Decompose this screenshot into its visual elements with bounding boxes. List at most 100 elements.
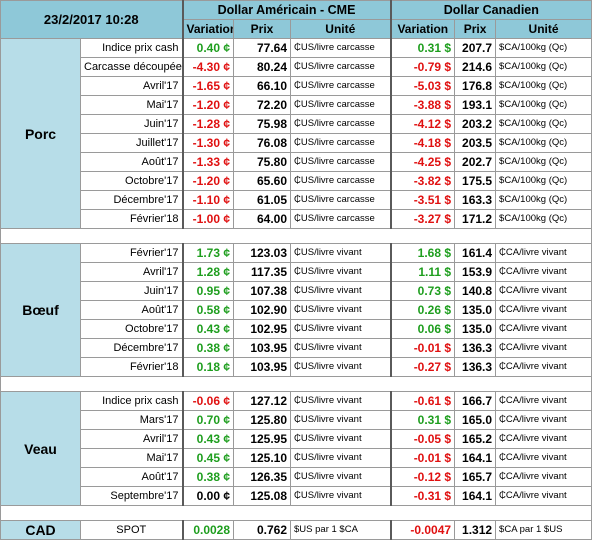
usd-price: 66.10 [233,76,292,96]
product-name: Août'17 [79,300,184,320]
cad-variation: 0.26 $ [389,300,456,320]
table-row: Carcasse découpée -4.30 ¢ 80.24 ₵US/livre c… [1,57,592,77]
table-row: Septembre'17 0.00 ¢ 125.08 ₵US/livre vivant… [1,486,592,506]
usd-variation: 0.40 ¢ [181,38,235,58]
cad-price: 161.4 [454,243,497,263]
usd-price: 123.03 [233,243,292,263]
usd-unit: ₵US/livre vivant [290,467,392,487]
cad-title: Dollar Canadien [389,0,592,20]
usd-unit: ₵US/livre vivant [290,243,392,263]
usd-unit: ₵US/livre vivant [290,429,392,449]
table-row: Août'17 0.38 ¢ 126.35 ₵US/livre vivant -0.12… [1,467,592,487]
cad-variation: -5.03 $ [389,76,456,96]
usd-variation: 0.43 ¢ [181,319,235,339]
cad-price: 164.1 [454,486,497,506]
usd-unit: ₵US/livre vivant [290,338,392,358]
cad-unit: ₵CA/livre vivant [495,243,592,263]
cad-price: 136.3 [454,338,497,358]
usd-unit: ₵US/livre vivant [290,448,392,468]
spacer-row [0,376,592,392]
cad-variation: -0.79 $ [389,57,456,77]
cad-unit: ₵CA/livre vivant [495,391,592,411]
usd-price: 75.80 [233,152,292,172]
usd-variation: 0.43 ¢ [181,429,235,449]
cad-unit: $CA/100kg (Qc) [495,133,592,153]
cad-variation: -0.31 $ [389,486,456,506]
product-name: Octobre'17 [79,319,184,339]
table-row: Avril'17 1.28 ¢ 117.35 ₵US/livre vivant 1.11… [1,262,592,282]
table-row: Bœuf Février'17 1.73 ¢ 123.03 ₵US/livre viva… [0,243,592,377]
usd-price: 72.20 [233,95,292,115]
table-row: Avril'17 -1.65 ¢ 66.10 ₵US/livre carcasse -5… [1,76,592,96]
usd-col-unite: Unité [290,19,392,39]
product-name: Février'18 [79,357,184,377]
table-row: Février'18 0.18 ¢ 103.95 ₵US/livre vivant -0… [1,357,592,377]
usd-unit: ₵US/livre carcasse [290,209,392,229]
usd-price: 126.35 [233,467,292,487]
header-row-1: 23/2/2017 10:28 Dollar Américain - CME D… [0,0,592,39]
product-name: Mai'17 [79,448,184,468]
usd-unit: ₵US/livre carcasse [290,114,392,134]
usd-variation: -1.33 ¢ [181,152,235,172]
cad-unit: $CA/100kg (Qc) [495,171,592,191]
usd-unit: ₵US/livre vivant [290,262,392,282]
usd-unit: ₵US/livre vivant [290,300,392,320]
cad-variation: 0.06 $ [389,319,456,339]
cad-price: 135.0 [454,319,497,339]
table-row: Octobre'17 -1.20 ¢ 65.60 ₵US/livre carcasse… [1,171,592,191]
usd-price: 65.60 [233,171,292,191]
product-name: Décembre'17 [79,190,184,210]
cad-col-prix: Prix [454,19,497,39]
usd-unit: ₵US/livre vivant [290,281,392,301]
usd-price: 64.00 [233,209,292,229]
usd-unit: ₵US/livre carcasse [290,95,392,115]
table-row: Mai'17 0.45 ¢ 125.10 ₵US/livre vivant -0.01 … [1,448,592,468]
table-row: Décembre'17 -1.10 ¢ 61.05 ₵US/livre carcass… [1,190,592,210]
cad-unit: $CA/100kg (Qc) [495,190,592,210]
usd-unit: ₵US/livre carcasse [290,171,392,191]
usd-unit: ₵US/livre vivant [290,391,392,411]
table-row: Décembre'17 0.38 ¢ 103.95 ₵US/livre vivant -… [1,338,592,358]
product-name: Août'17 [79,152,184,172]
spacer-row [0,228,592,244]
table-row: Octobre'17 0.43 ¢ 102.95 ₵US/livre vivant 0.… [1,319,592,339]
table-row: Mai'17 -1.20 ¢ 72.20 ₵US/livre carcasse -3.8… [1,95,592,115]
usd-variation: -1.20 ¢ [181,171,235,191]
table-row: Mars'17 0.70 ¢ 125.80 ₵US/livre vivant 0.31 … [1,410,592,430]
table-row: Février'18 -1.00 ¢ 64.00 ₵US/livre carcasse… [1,209,592,229]
cad-variation: -0.05 $ [389,429,456,449]
usd-price: 102.90 [233,300,292,320]
table-row: Août'17 0.58 ¢ 102.90 ₵US/livre vivant 0.26 … [1,300,592,320]
usd-variation: -0.06 ¢ [181,391,235,411]
cad-unit: ₵CA/livre vivant [495,300,592,320]
cad-price: 1.312 [454,520,497,540]
usd-unit: $US par 1 $CA [290,520,392,540]
cad-unit: ₵CA/livre vivant [495,429,592,449]
cad-unit: ₵CA/livre vivant [495,486,592,506]
usd-price: 127.12 [233,391,292,411]
cad-variation: 0.31 $ [389,410,456,430]
table-row: Août'17 -1.33 ¢ 75.80 ₵US/livre carcasse -4.… [1,152,592,172]
cad-price: 165.2 [454,429,497,449]
usd-price: 103.95 [233,357,292,377]
cad-variation: -0.01 $ [389,338,456,358]
usd-variation: -1.10 ¢ [181,190,235,210]
cad-variation: -4.12 $ [389,114,456,134]
cad-unit: $CA/100kg (Qc) [495,209,592,229]
product-name: Août'17 [79,467,184,487]
product-name: SPOT [79,520,184,540]
usd-variation: -1.30 ¢ [181,133,235,153]
cad-price: 203.5 [454,133,497,153]
usd-variation: 1.28 ¢ [181,262,235,282]
usd-variation: -1.00 ¢ [181,209,235,229]
product-name: Juillet'17 [79,133,184,153]
usd-price: 125.08 [233,486,292,506]
usd-unit: ₵US/livre carcasse [290,133,392,153]
cad-variation: -0.27 $ [389,357,456,377]
table-row: Porc Indice prix cash 0.40 ¢ 77.64 ₵US/livre… [0,38,592,229]
usd-title: Dollar Américain - CME [181,0,392,20]
usd-price: 0.762 [233,520,292,540]
cad-unit: $CA/100kg (Qc) [495,95,592,115]
product-name: Octobre'17 [79,171,184,191]
